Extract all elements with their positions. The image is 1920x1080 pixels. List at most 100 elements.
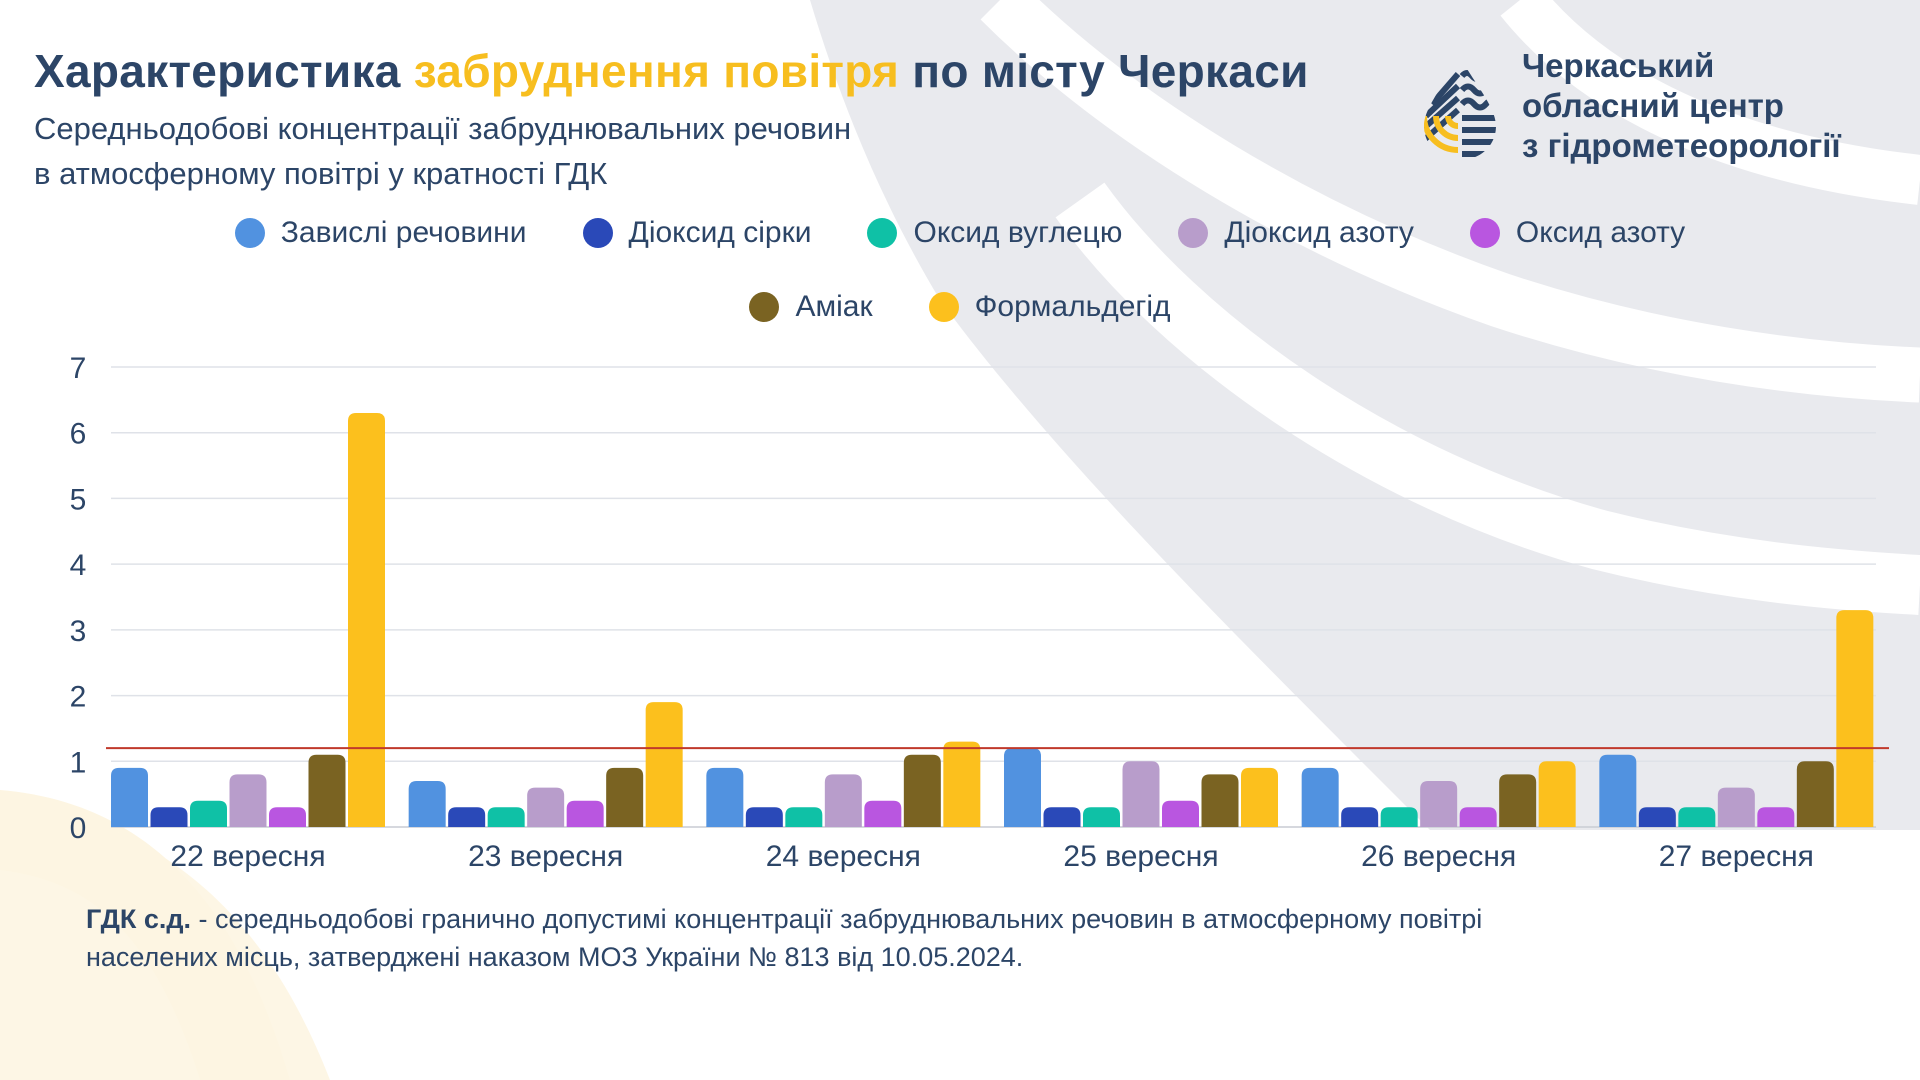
legend-item: Діоксид азоту [1178, 216, 1414, 250]
bar [566, 800, 604, 827]
bar [1638, 807, 1676, 827]
bar [606, 767, 644, 827]
page-title: Характеристика забруднення повітря по мі… [34, 44, 1309, 98]
footnote-line-1: ГДК с.д. - середньодобові гранично допус… [86, 900, 1482, 938]
legend-row-2: Аміак Формальдегід [0, 290, 1920, 324]
bar [487, 807, 525, 827]
legend-item: Завислі речовини [234, 216, 527, 250]
subtitle-line-1: Середньодобові концентрації забруднюваль… [34, 111, 852, 146]
bar [1122, 761, 1160, 827]
title-accent: забруднення повітря [413, 45, 900, 97]
legend-swatch [582, 218, 613, 248]
bar [1162, 800, 1199, 827]
bar [308, 754, 346, 827]
bar [1678, 807, 1716, 827]
footnote-line-2: населених місць, затверджені наказом МОЗ… [86, 942, 1024, 972]
bar [1717, 787, 1755, 827]
y-tick-label: 5 [70, 483, 87, 516]
legend-swatch [749, 292, 780, 322]
legend-label: Діоксид сірки [628, 216, 812, 249]
x-tick-label: 26 вересня [1361, 840, 1516, 873]
legend-item: Аміак [749, 290, 873, 324]
y-tick-label: 4 [70, 549, 87, 582]
background-arc-3 [1055, 182, 1920, 615]
bar [903, 754, 941, 827]
legend-item: Оксид вуглецю [867, 216, 1122, 250]
y-axis-ticks: 0 1 2 3 4 5 6 7 [70, 352, 87, 845]
bar [111, 767, 148, 827]
legend-row-1: Завислі речовини Діоксид сірки Оксид вуг… [0, 216, 1920, 250]
subtitle-line-2: в атмосферному повітрі у кратності ГДК [34, 156, 608, 191]
bar [190, 800, 227, 827]
chart-grid [111, 366, 1876, 828]
chart-bars [111, 413, 1874, 827]
bar [1499, 774, 1537, 827]
bar [785, 807, 823, 827]
y-tick-label: 0 [70, 812, 87, 845]
legend-label: Аміак [795, 290, 873, 323]
y-tick-label: 6 [70, 418, 87, 451]
legend-label: Формальдегід [974, 290, 1171, 323]
bar [269, 807, 306, 827]
bar [229, 774, 267, 827]
footnote-definition-1: - середньодобові гранично допустимі конц… [191, 904, 1483, 934]
legend-swatch [928, 292, 959, 322]
bar [1241, 767, 1278, 827]
bar [1004, 748, 1041, 827]
legend-item: Формальдегід [928, 290, 1171, 324]
bar [1083, 807, 1120, 827]
bar [408, 781, 446, 827]
bar [1599, 754, 1637, 827]
bar [1420, 781, 1458, 827]
bar [448, 807, 486, 827]
x-tick-label: 27 вересня [1659, 840, 1814, 873]
y-tick-label: 1 [70, 746, 87, 779]
y-tick-label: 7 [70, 352, 87, 385]
bar [527, 787, 565, 827]
bar [645, 702, 683, 827]
background-arc-2 [1500, 0, 1920, 205]
bar [348, 413, 385, 827]
footnote: ГДК с.д. - середньодобові гранично допус… [86, 900, 1482, 976]
legend-label: Оксид вуглецю [913, 216, 1123, 249]
logo-line-1: Черкаський [1522, 47, 1715, 84]
legend-swatch [1178, 218, 1209, 248]
page-subtitle: Середньодобові концентрації забруднюваль… [34, 106, 851, 196]
bar [150, 807, 188, 827]
y-tick-label: 2 [70, 681, 87, 714]
bar [1341, 807, 1379, 827]
title-part-1: Характеристика [34, 45, 401, 97]
legend-label: Оксид азоту [1515, 216, 1686, 249]
bar [1538, 761, 1576, 827]
title-part-2: по місту Черкаси [912, 45, 1309, 97]
x-tick-label: 24 вересня [766, 840, 921, 873]
legend-swatch [234, 218, 265, 248]
x-axis-labels: 22 вересня 23 вересня 24 вересня 25 вересня… [170, 840, 1814, 873]
bar [1796, 761, 1834, 827]
logo-line-3: з гідрометеорології [1522, 127, 1841, 164]
bar [824, 774, 862, 827]
logo-line-2: обласний центр [1522, 87, 1784, 124]
bar [943, 741, 981, 827]
bar [1459, 807, 1497, 827]
bar [1757, 807, 1795, 827]
legend-label: Завислі речовини [280, 216, 527, 249]
background-warm-band [0, 800, 330, 1080]
x-tick-label: 23 вересня [468, 840, 623, 873]
organization-logo-text: Черкаський обласний центр з гідрометеоро… [1522, 46, 1841, 166]
legend-label: Діоксид азоту [1224, 216, 1414, 249]
bar [864, 800, 902, 827]
legend-item: Діоксид сірки [582, 216, 812, 250]
x-tick-label: 22 вересня [170, 840, 325, 873]
bar [1380, 807, 1418, 827]
bar [1836, 610, 1874, 827]
bar [1201, 774, 1239, 827]
bar [1043, 807, 1081, 827]
bar [745, 807, 783, 827]
legend-swatch [1469, 218, 1500, 248]
x-tick-label: 25 вересня [1063, 840, 1218, 873]
legend-item: Оксид азоту [1469, 216, 1686, 250]
y-tick-label: 3 [70, 615, 87, 648]
